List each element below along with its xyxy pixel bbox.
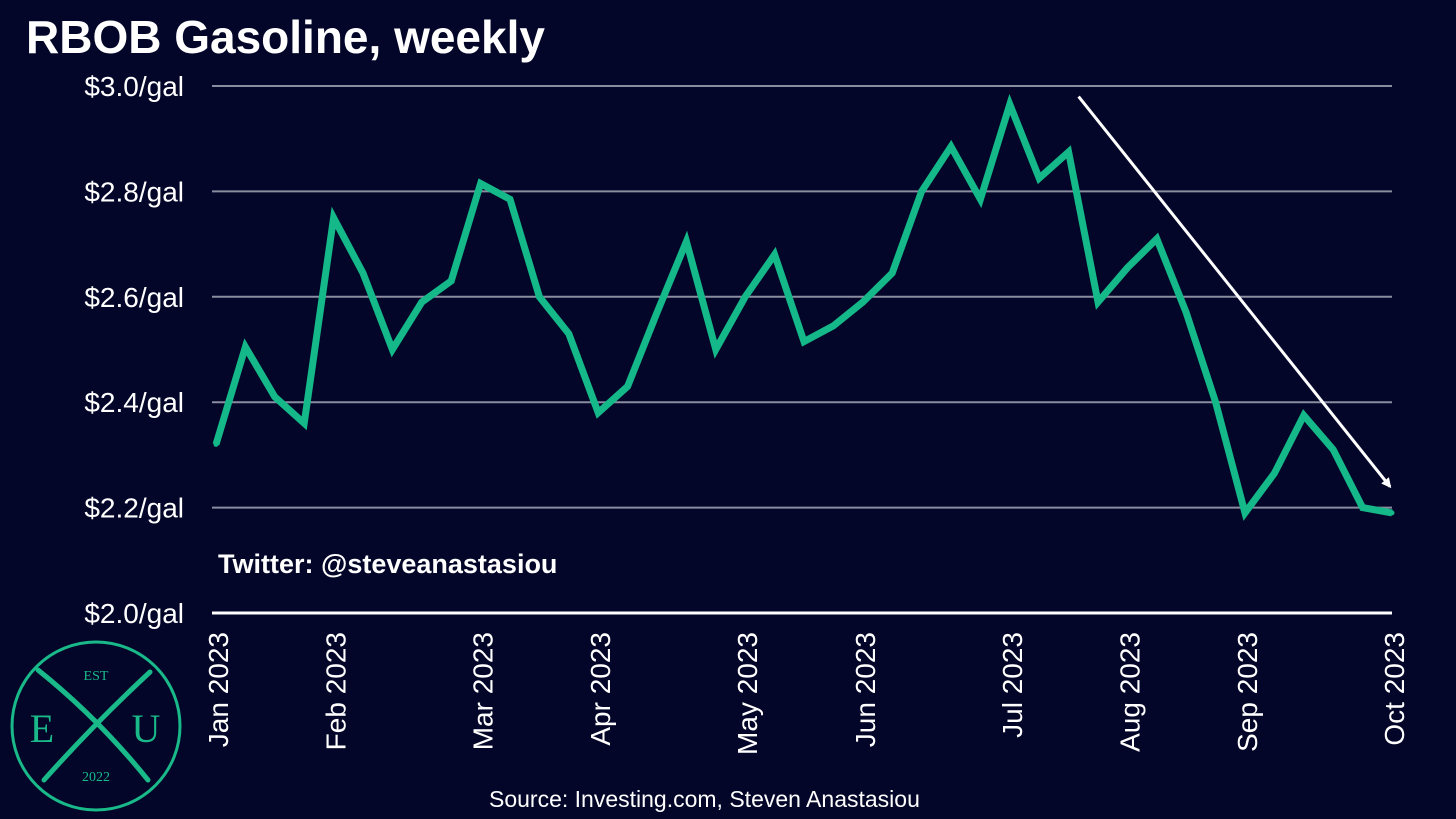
data-point	[654, 310, 660, 316]
grid-lines	[212, 85, 1392, 615]
data-point	[1330, 447, 1336, 453]
y-tick-label: $2.2/gal	[84, 493, 184, 524]
data-point	[389, 347, 395, 352]
data-point	[948, 144, 954, 150]
series-line	[212, 93, 1393, 521]
data-point	[1183, 310, 1189, 316]
data-point	[1066, 149, 1072, 155]
x-axis-labels: Jan 2023 Feb 2023 Mar 2023 Apr 2023 May 2023…	[203, 632, 1410, 755]
data-point	[977, 196, 983, 202]
trend-arrow	[1077, 95, 1392, 489]
data-point	[625, 383, 631, 389]
x-tick-label: Sep 2023	[1232, 632, 1263, 752]
y-tick-label: $3.0/gal	[84, 71, 184, 102]
data-point	[1036, 175, 1042, 181]
data-point	[536, 294, 542, 300]
data-point	[1389, 510, 1395, 516]
x-tick-label: Jul 2023	[997, 632, 1028, 738]
x-tick-label: Mar 2023	[468, 632, 499, 750]
y-tick-label: $2.4/gal	[84, 387, 184, 418]
y-tick-label: $2.6/gal	[84, 282, 184, 313]
data-point	[801, 339, 807, 345]
data-point	[1154, 236, 1160, 242]
logo-icon: EST E U 2022	[10, 640, 182, 812]
data-point	[419, 299, 425, 305]
logo-year: 2022	[82, 770, 110, 785]
data-point	[595, 410, 601, 416]
logo-cross-stroke	[41, 669, 153, 783]
x-tick-label: May 2023	[732, 632, 763, 755]
twitter-handle: Twitter: @steveanastasiou	[218, 549, 558, 579]
data-point	[242, 344, 248, 350]
data-point	[213, 441, 219, 447]
logo-est: EST	[84, 669, 109, 684]
data-point	[860, 299, 866, 305]
series-layer	[212, 93, 1395, 521]
data-point	[301, 420, 307, 426]
data-point	[331, 215, 337, 221]
data-point	[1007, 101, 1013, 107]
x-tick-label: Apr 2023	[585, 632, 616, 746]
data-point	[566, 331, 572, 337]
data-point	[478, 180, 484, 186]
data-point	[1213, 399, 1219, 405]
data-point	[919, 188, 925, 194]
x-tick-label: Feb 2023	[321, 632, 352, 750]
logo-letter-u: U	[132, 706, 161, 751]
x-tick-label: Oct 2023	[1379, 632, 1410, 746]
data-point	[1124, 265, 1130, 271]
data-point	[683, 238, 689, 244]
y-tick-label: $2.0/gal	[84, 598, 184, 629]
data-point	[1242, 510, 1248, 516]
data-point	[448, 278, 454, 284]
data-point	[1271, 470, 1277, 476]
data-point	[772, 252, 778, 258]
y-tick-label: $2.8/gal	[84, 176, 184, 207]
logo-letter-e: E	[30, 706, 54, 751]
x-tick-label: Jan 2023	[203, 632, 234, 747]
data-point	[830, 323, 836, 329]
x-tick-label: Aug 2023	[1114, 632, 1145, 752]
source-note: Source: Investing.com, Steven Anastasiou	[489, 786, 920, 812]
y-axis-labels: $2.0/gal $2.2/gal $2.4/gal $2.6/gal $2.8/gal…	[84, 71, 184, 629]
data-point	[360, 270, 366, 276]
annotations	[1077, 95, 1392, 489]
data-point	[1095, 299, 1101, 305]
x-tick-label: Jun 2023	[850, 632, 881, 747]
chart-title: RBOB Gasoline, weekly	[26, 11, 545, 63]
data-point	[889, 270, 895, 276]
data-point	[742, 294, 748, 300]
data-point	[272, 394, 278, 400]
data-point	[1360, 505, 1366, 511]
data-point	[507, 196, 513, 202]
logo-ring	[10, 640, 182, 812]
data-point	[713, 347, 719, 352]
data-point	[1301, 412, 1307, 418]
